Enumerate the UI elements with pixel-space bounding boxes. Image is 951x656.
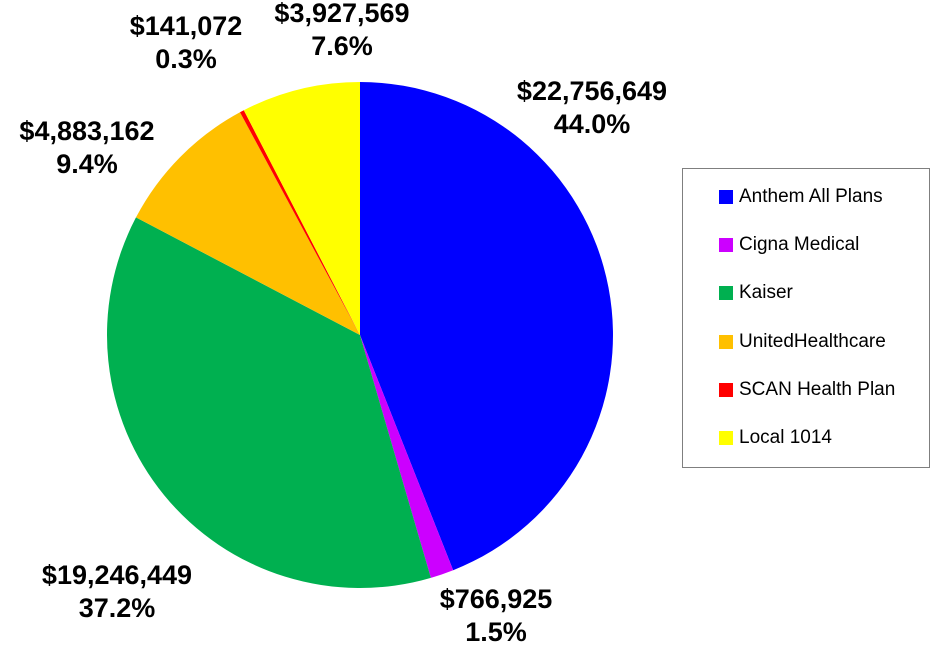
legend-item-scan: SCAN Health Plan xyxy=(719,378,895,402)
pie-slice-local-1014 xyxy=(243,82,360,335)
legend-item-kaiser: Kaiser xyxy=(719,281,793,305)
legend-swatch-kaiser xyxy=(719,286,733,300)
pie-slices xyxy=(106,82,613,589)
chart-legend: Anthem All Plans Cigna Medical Kaiser Un… xyxy=(682,168,930,468)
legend-swatch-anthem xyxy=(719,190,733,204)
legend-item-anthem: Anthem All Plans xyxy=(719,185,883,209)
legend-label-cigna: Cigna Medical xyxy=(739,234,860,255)
legend-swatch-cigna xyxy=(719,238,733,252)
slice-percent-label-cigna-medical: 1.5% xyxy=(465,617,527,647)
pie-slice-kaiser xyxy=(106,217,431,589)
slice-amount-label-local-1014: $3,927,569 xyxy=(274,0,409,28)
slice-amount-label-kaiser: $19,246,449 xyxy=(42,560,192,590)
slice-amount-label-cigna-medical: $766,925 xyxy=(440,584,553,614)
legend-label-unitedhealthcare: UnitedHealthcare xyxy=(739,331,886,352)
pie-slice-cigna-medical xyxy=(360,335,454,578)
legend-label-kaiser: Kaiser xyxy=(739,282,793,303)
legend-swatch-unitedhealthcare xyxy=(719,335,733,349)
legend-item-local-1014: Local 1014 xyxy=(719,426,832,450)
slice-amount-label-unitedhealthcare: $4,883,162 xyxy=(19,116,154,146)
pie-slice-anthem-all-plans xyxy=(360,82,613,571)
slice-percent-label-unitedhealthcare: 9.4% xyxy=(56,149,118,179)
slice-amount-label-scan-health-plan: $141,072 xyxy=(130,11,243,41)
legend-item-unitedhealthcare: UnitedHealthcare xyxy=(719,330,886,354)
pie-slice-unitedhealthcare xyxy=(135,112,360,335)
legend-swatch-local-1014 xyxy=(719,431,733,445)
legend-label-scan: SCAN Health Plan xyxy=(739,379,896,400)
slice-percent-label-local-1014: 7.6% xyxy=(311,31,373,61)
slice-percent-label-scan-health-plan: 0.3% xyxy=(155,44,217,74)
legend-item-cigna: Cigna Medical xyxy=(719,233,859,257)
legend-label-anthem: Anthem All Plans xyxy=(739,186,883,207)
pie-slice-scan-health-plan xyxy=(239,110,360,335)
slice-percent-label-anthem-all-plans: 44.0% xyxy=(554,109,631,139)
legend-label-local-1014: Local 1014 xyxy=(739,427,832,448)
legend-swatch-scan xyxy=(719,383,733,397)
slice-amount-label-anthem-all-plans: $22,756,649 xyxy=(517,76,667,106)
slice-percent-label-kaiser: 37.2% xyxy=(79,593,156,623)
